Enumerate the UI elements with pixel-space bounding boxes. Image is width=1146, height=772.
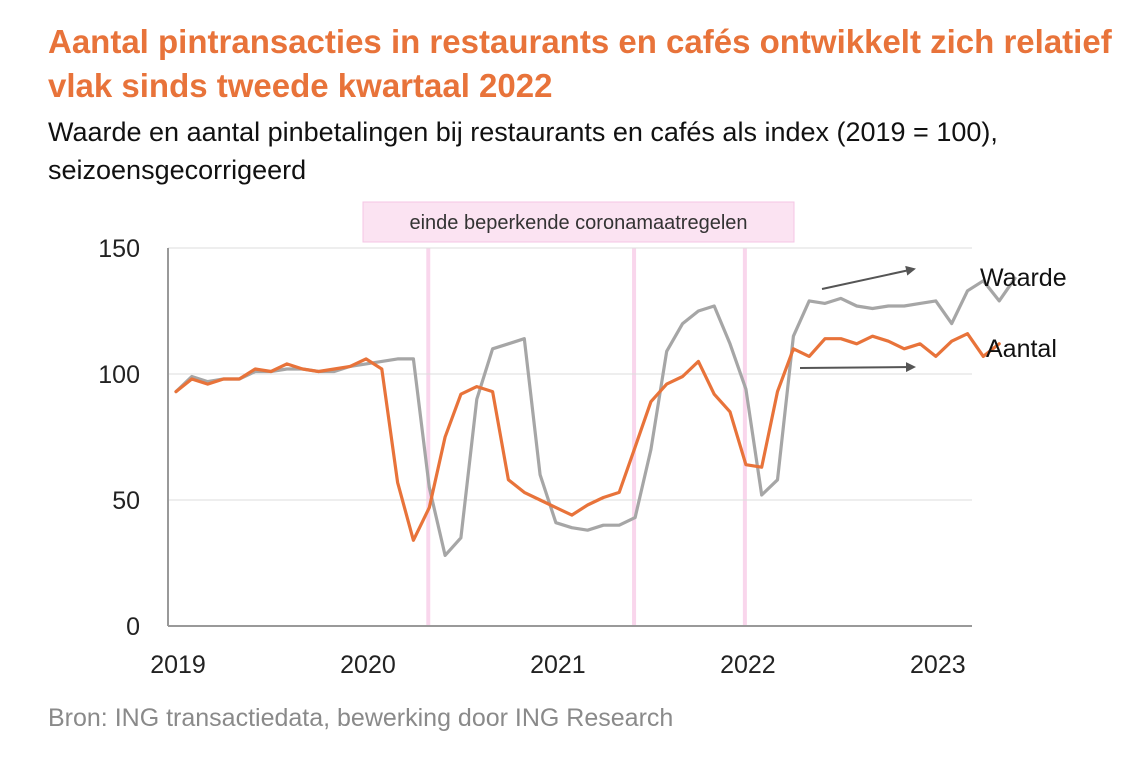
marker-label-box	[362, 201, 795, 243]
chart-title: Aantal pintransacties in restaurants en …	[48, 23, 1112, 104]
line-chart: 0 50 100 150 2019 2020 2021 2022 2023 einde bepe…	[98, 201, 1067, 679]
source-note: Bron: ING transactiedata, bewerking door…	[48, 704, 674, 732]
gridlines	[168, 247, 972, 501]
marker-band-2021-06	[632, 248, 637, 626]
x-tick-label: 2021	[530, 651, 586, 679]
series-line-waarde	[174, 276, 1017, 558]
labels: einde beperkende coronamaatregelen Waarde…	[362, 201, 1067, 373]
y-tick-label: 50	[112, 487, 140, 515]
trend-arrow-waarde	[821, 265, 916, 290]
marker-label: einde beperkende coronamaatregelen	[409, 212, 747, 234]
series-label-waarde: Waarde	[980, 264, 1067, 292]
trend-arrow-aantal	[799, 362, 916, 373]
vertical-marker-bands	[426, 248, 747, 626]
x-tick-label: 2020	[340, 651, 396, 679]
marker-band-2022-01	[742, 248, 747, 626]
y-tick-label: 150	[98, 235, 140, 263]
marker-band-2020-05	[426, 248, 431, 626]
chart-subtitle: Waarde en aantal pinbetalingen bij resta…	[48, 117, 998, 185]
series-label-aantal: Aantal	[986, 335, 1057, 363]
x-tick-label: 2023	[910, 651, 966, 679]
series-lines	[174, 276, 1017, 558]
y-tick-label: 0	[126, 613, 140, 641]
x-tick-label: 2019	[150, 651, 206, 679]
x-tick-label: 2022	[720, 651, 776, 679]
y-tick-label: 100	[98, 361, 140, 389]
series-line-aantal	[174, 332, 1001, 542]
axes: 0 50 100 150 2019 2020 2021 2022 2023	[98, 235, 972, 679]
